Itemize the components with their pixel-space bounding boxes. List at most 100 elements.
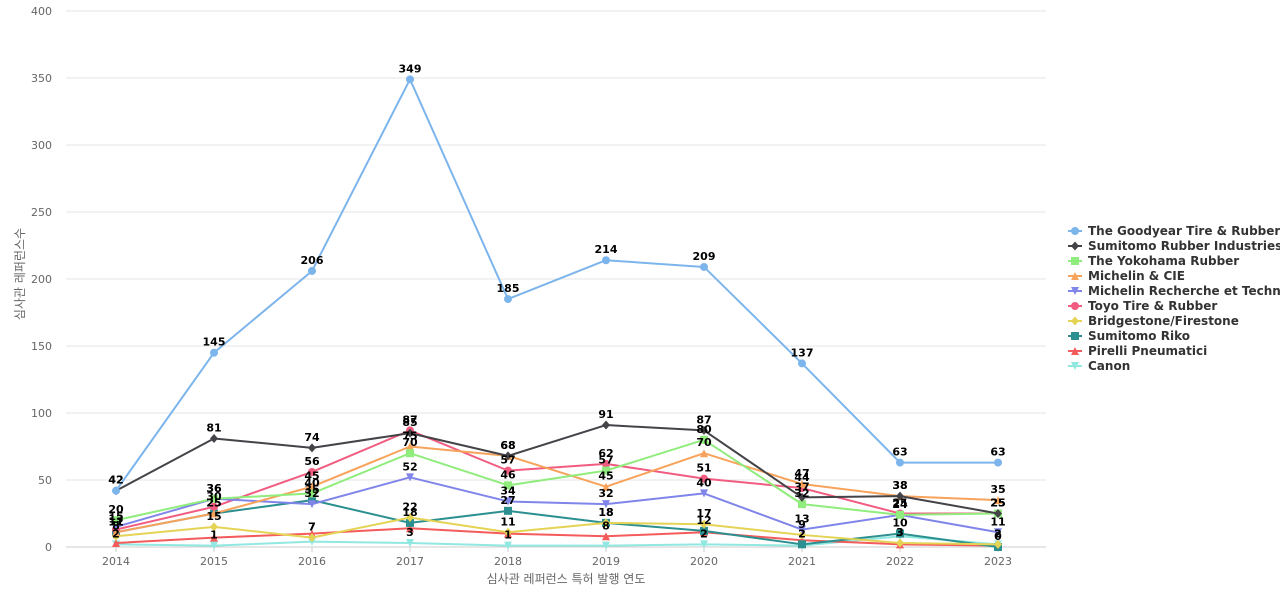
series-line: [115, 516, 999, 546]
series-line: [115, 429, 998, 531]
data-label: 35: [990, 483, 1005, 496]
data-label: 32: [598, 487, 613, 500]
legend-item[interactable]: Canon: [1068, 359, 1130, 373]
data-label: 2: [994, 527, 1002, 540]
legend-label: Michelin Recherche et Techn...: [1088, 284, 1280, 298]
data-point: [112, 486, 120, 495]
data-point: [406, 75, 414, 84]
legend-label: Michelin & CIE: [1088, 269, 1185, 283]
data-label: 34: [500, 484, 516, 497]
data-label: 40: [304, 476, 320, 489]
data-label: 349: [399, 62, 422, 75]
data-label: 81: [206, 421, 221, 434]
data-label: 8: [112, 519, 120, 532]
data-label: 51: [696, 462, 711, 475]
data-label: 22: [402, 501, 417, 514]
legend-marker: [1071, 332, 1079, 340]
data-label: 13: [108, 513, 123, 526]
legend-item[interactable]: The Yokohama Rubber: [1068, 254, 1239, 268]
data-point: [602, 532, 610, 541]
data-label: 25: [990, 497, 1005, 510]
data-label: 52: [402, 460, 417, 473]
data-point: [602, 541, 610, 550]
series-line: [115, 424, 999, 515]
legend-item[interactable]: Pirelli Pneumatici: [1068, 344, 1207, 358]
data-label: 45: [304, 470, 319, 483]
data-point: [994, 539, 1002, 549]
legend-item[interactable]: Bridgestone/Firestone: [1068, 314, 1239, 328]
data-label: 18: [402, 506, 417, 519]
series-line: [115, 527, 999, 547]
data-label: 1: [504, 529, 512, 542]
data-label: 38: [892, 479, 907, 492]
y-tick-label: 400: [31, 5, 52, 18]
x-tick-label: 2014: [102, 555, 130, 568]
x-tick-label: 2022: [886, 555, 914, 568]
data-point: [308, 467, 316, 476]
data-label: 56: [304, 455, 320, 468]
data-point: [700, 449, 708, 458]
data-label: 42: [108, 474, 123, 487]
data-label: 3: [896, 526, 904, 539]
data-label: 24: [892, 498, 908, 511]
data-label: 3: [896, 526, 904, 539]
legend-marker: [1071, 347, 1079, 355]
data-point: [308, 533, 316, 543]
data-label: 70: [402, 436, 418, 449]
data-point: [896, 529, 904, 538]
data-point: [504, 541, 512, 550]
legend-label: Canon: [1088, 359, 1130, 373]
legend-item[interactable]: The Goodyear Tire & Rubber: [1068, 224, 1280, 238]
legend-item[interactable]: Toyo Tire & Rubber: [1068, 299, 1217, 313]
data-label: 18: [598, 506, 613, 519]
legend-marker: [1071, 362, 1079, 370]
data-label: 74: [304, 431, 320, 444]
data-label: 85: [402, 416, 417, 429]
data-label: 46: [500, 468, 516, 481]
data-label: 87: [696, 413, 711, 426]
legend-item[interactable]: Sumitomo Riko: [1068, 329, 1190, 343]
data-point: [210, 494, 218, 503]
data-point: [700, 519, 708, 529]
y-tick-label: 100: [31, 407, 52, 420]
legend-label: Sumitomo Riko: [1088, 329, 1190, 343]
data-label: 214: [595, 243, 618, 256]
data-point: [994, 496, 1002, 505]
legend-item[interactable]: Michelin Recherche et Techn...: [1068, 284, 1280, 298]
data-point: [406, 449, 414, 458]
data-point: [602, 518, 610, 528]
data-label: 45: [598, 470, 613, 483]
data-label: 30: [206, 490, 222, 503]
data-label: 7: [308, 521, 316, 534]
data-point: [994, 458, 1002, 467]
data-label: 42: [108, 474, 123, 487]
data-label: 11: [990, 515, 1005, 528]
data-point: [406, 473, 414, 482]
legend-label: Pirelli Pneumatici: [1088, 344, 1207, 358]
legend-marker: [1071, 316, 1079, 326]
data-point: [308, 496, 316, 505]
legend-item[interactable]: Sumitomo Rubber Industries: [1068, 239, 1280, 253]
data-label: 68: [500, 439, 515, 452]
data-label: 87: [402, 413, 417, 426]
data-point: [210, 348, 218, 357]
data-point: [700, 474, 708, 483]
data-point: [504, 506, 512, 515]
data-point: [406, 513, 414, 523]
series-layer: [112, 75, 1002, 551]
data-point: [798, 530, 806, 540]
data-point: [602, 256, 610, 265]
data-label: 2: [994, 527, 1002, 540]
data-point: [210, 509, 218, 518]
legend-marker: [1071, 257, 1079, 265]
data-point: [700, 540, 708, 549]
data-label: 2: [112, 527, 120, 540]
data-label: 11: [108, 515, 123, 528]
y-tick-label: 250: [31, 206, 52, 219]
legend-marker: [1071, 241, 1079, 251]
data-label: 20: [108, 503, 124, 516]
data-label: 91: [598, 408, 613, 421]
legend-item[interactable]: Michelin & CIE: [1068, 269, 1185, 283]
data-point: [406, 442, 414, 451]
